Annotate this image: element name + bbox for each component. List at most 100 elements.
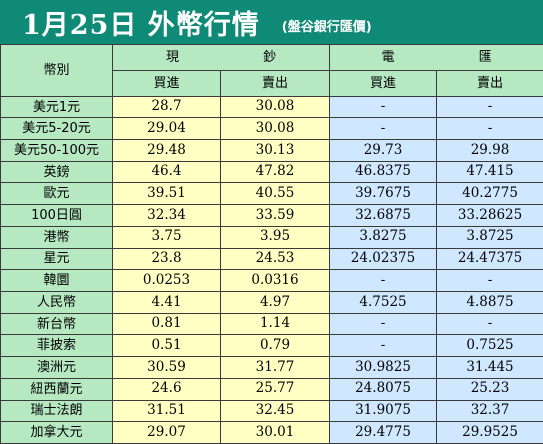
- wire-sell-value: 0.7525: [436, 334, 543, 358]
- wire-buy-value: 29.4775: [329, 421, 438, 444]
- header-cash-buy: 買進: [112, 69, 221, 97]
- cash-sell-value: 31.77: [219, 356, 331, 379]
- currency-name: 澳洲元: [0, 356, 113, 379]
- wire-buy-value: 24.8075: [329, 377, 438, 401]
- wire-sell-value: 32.37: [436, 399, 543, 423]
- wire-sell-value: 3.8725: [436, 225, 543, 249]
- currency-name: 紐西蘭元: [0, 377, 113, 401]
- wire-sell-value: 29.98: [436, 139, 543, 162]
- wire-buy-value: -: [329, 117, 438, 141]
- table-row: 紐西蘭元 24.6 25.77 24.8075 25.23: [0, 377, 543, 401]
- header-cash: 現 鈔: [111, 44, 331, 71]
- wire-sell-value: -: [436, 95, 543, 119]
- currency-name: 歐元: [0, 182, 113, 206]
- cash-sell-value: 24.53: [219, 247, 331, 271]
- wire-sell-value: 29.9525: [436, 421, 543, 444]
- cash-buy-value: 32.34: [112, 204, 221, 227]
- cash-sell-value: 3.95: [219, 225, 331, 249]
- table-row: 加拿大元 29.07 30.01 29.4775 29.9525: [0, 421, 543, 444]
- table-row: 韓圜 0.0253 0.0316- -: [0, 269, 543, 292]
- cash-buy-value: 28.7: [112, 95, 221, 119]
- table-row: 澳洲元 30.59 31.77 30.9825 31.445: [0, 356, 543, 379]
- currency-name: 菲披索: [0, 334, 113, 358]
- cash-sell-value: 4.97: [219, 290, 331, 314]
- table-row: 瑞士法朗 31.51 32.45 31.9075 32.37: [0, 399, 543, 423]
- table-row: 美元5-20元 29.04 30.08- -: [0, 117, 543, 141]
- cash-sell-value: 32.45: [219, 399, 331, 423]
- wire-sell-value: 24.47375: [436, 247, 543, 271]
- table-row: 歐元 39.51 40.55 39.7675 40.2775: [0, 182, 543, 206]
- cash-buy-value: 0.51: [112, 334, 221, 358]
- exchange-rate-table-body: 幣別 現 鈔 電 匯 買進 賣出 買進 賣出 美元1元 28.7 30.08- - 美元…: [0, 44, 543, 444]
- cash-sell-value: 40.55: [219, 182, 331, 206]
- table-row: 星元 23.8 24.53 24.02375 24.47375: [0, 247, 543, 271]
- cash-buy-value: 0.81: [112, 312, 221, 336]
- wire-sell-value: 4.8875: [436, 290, 543, 314]
- wire-buy-value: 3.8275: [329, 225, 438, 249]
- currency-name: 新台幣: [0, 312, 113, 336]
- currency-name: 美元50-100元: [0, 139, 113, 162]
- wire-buy-value: 24.02375: [329, 247, 438, 271]
- cash-sell-value: 30.08: [219, 95, 331, 119]
- wire-buy-value: -: [329, 312, 438, 336]
- header-currency: 幣別: [0, 44, 113, 97]
- cash-buy-value: 29.07: [112, 421, 221, 444]
- wire-sell-value: 31.445: [436, 356, 543, 379]
- cash-buy-value: 24.6: [112, 377, 221, 401]
- cash-buy-value: 0.0253: [112, 269, 221, 292]
- page-title: 1月25日 外幣行情: [22, 9, 260, 41]
- cash-buy-value: 39.51: [112, 182, 221, 206]
- table-row: 美元1元 28.7 30.08- -: [0, 95, 543, 119]
- cash-buy-value: 4.41: [112, 290, 221, 314]
- currency-name: 港幣: [0, 225, 113, 249]
- cash-buy-value: 46.4: [112, 160, 221, 184]
- currency-name: 瑞士法朗: [0, 399, 113, 423]
- cash-buy-value: 30.59: [112, 356, 221, 379]
- cash-sell-value: 0.79: [219, 334, 331, 358]
- currency-name: 人民幣: [0, 290, 113, 314]
- wire-buy-value: -: [329, 334, 438, 358]
- wire-buy-value: 32.6875: [329, 204, 438, 227]
- currency-name: 100日圓: [0, 204, 113, 227]
- currency-name: 星元: [0, 247, 113, 271]
- table-row: 100日圓 32.34 33.59 32.6875 33.28625: [0, 204, 543, 227]
- header-wire-sell: 賣出: [436, 69, 543, 97]
- wire-sell-value: 47.415: [436, 160, 543, 184]
- header-wire: 電 匯: [329, 44, 543, 71]
- header-row-groups: 幣別 現 鈔 電 匯: [0, 44, 543, 97]
- header-wire-buy: 買進: [329, 69, 438, 97]
- wire-sell-value: -: [436, 117, 543, 141]
- table-row: 菲披索 0.51 0.79-0.7525: [0, 334, 543, 358]
- currency-name: 韓圜: [0, 269, 113, 292]
- cash-sell-value: 25.77: [219, 377, 331, 401]
- table-row: 英鎊 46.4 47.82 46.8375 47.415: [0, 160, 543, 184]
- cash-buy-value: 29.04: [112, 117, 221, 141]
- wire-sell-value: 25.23: [436, 377, 543, 401]
- currency-name: 英鎊: [0, 160, 113, 184]
- wire-buy-value: 4.7525: [329, 290, 438, 314]
- wire-buy-value: 46.8375: [329, 160, 438, 184]
- cash-buy-value: 23.8: [112, 247, 221, 271]
- currency-name: 美元5-20元: [0, 117, 113, 141]
- wire-buy-value: 30.9825: [329, 356, 438, 379]
- cash-buy-value: 31.51: [112, 399, 221, 423]
- wire-sell-value: 40.2775: [436, 182, 543, 206]
- wire-buy-value: 29.73: [329, 139, 438, 162]
- page-subtitle: (盤谷銀行匯價): [281, 19, 372, 35]
- table-row: 美元50-100元 29.48 30.13 29.73 29.98: [0, 139, 543, 162]
- table-row: 人民幣 4.41 4.97 4.7525 4.8875: [0, 290, 543, 314]
- header-row-sides: 買進 賣出 買進 賣出: [1, 69, 543, 97]
- currency-name: 美元1元: [0, 95, 113, 119]
- exchange-rate-table: 幣別 現 鈔 電 匯 買進 賣出 買進 賣出 美元1元 28.7 30.08- - 美元…: [0, 44, 543, 444]
- cash-sell-value: 30.13: [219, 139, 331, 162]
- table-row: 新台幣 0.81 1.14- -: [0, 312, 543, 336]
- cash-sell-value: 30.08: [219, 117, 331, 141]
- cash-sell-value: 33.59: [219, 204, 331, 227]
- title-bar: 1月25日 外幣行情 (盤谷銀行匯價): [0, 0, 543, 44]
- currency-name: 加拿大元: [0, 421, 113, 444]
- wire-sell-value: -: [436, 312, 543, 336]
- wire-sell-value: 33.28625: [436, 204, 543, 227]
- wire-buy-value: 31.9075: [329, 399, 438, 423]
- wire-buy-value: -: [329, 269, 438, 292]
- header-cash-sell: 賣出: [219, 69, 331, 97]
